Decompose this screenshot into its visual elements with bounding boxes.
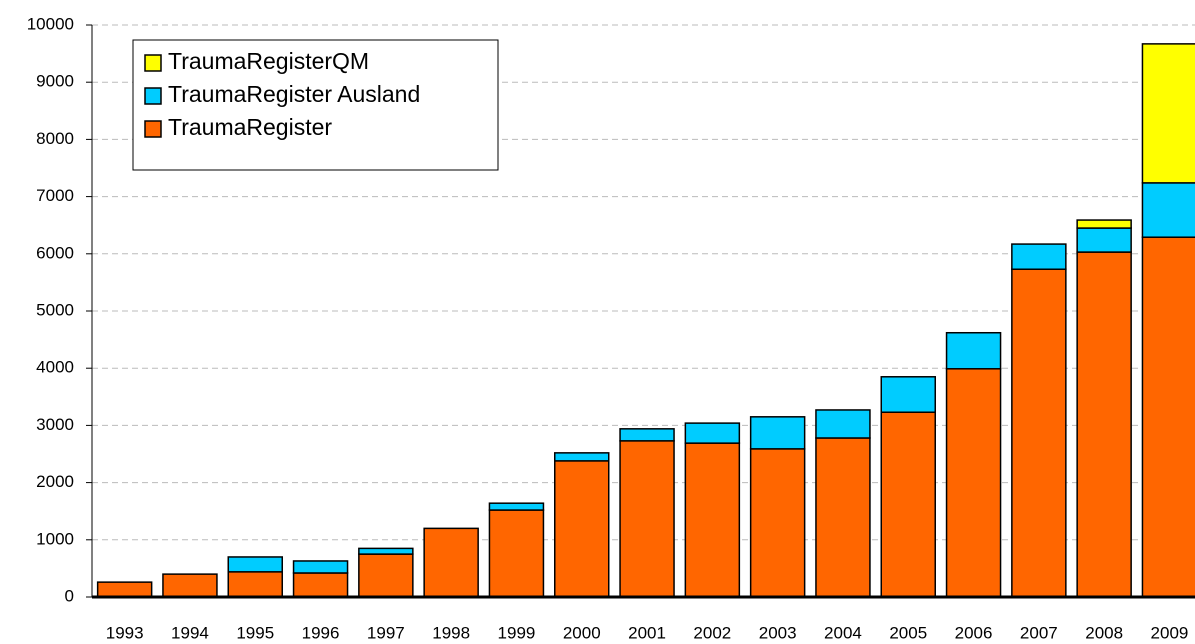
y-tick-label: 4000 bbox=[36, 358, 74, 377]
bar-segment bbox=[1141, 43, 1195, 184]
x-tick-label: 1998 bbox=[432, 623, 470, 642]
y-tick-label: 3000 bbox=[36, 415, 74, 434]
y-tick-label: 6000 bbox=[36, 243, 74, 262]
bar-segment bbox=[1141, 182, 1195, 238]
y-tick-label: 1000 bbox=[36, 529, 74, 548]
bar-segment bbox=[227, 556, 283, 573]
bar-segment bbox=[554, 460, 610, 598]
y-tick-label: 2000 bbox=[36, 472, 74, 491]
x-tick-label: 1994 bbox=[171, 623, 209, 642]
bar-segment bbox=[749, 448, 806, 598]
bar-segment bbox=[880, 411, 936, 598]
bar-segment bbox=[945, 331, 1002, 370]
legend-label: TraumaRegister bbox=[168, 114, 332, 140]
legend-box bbox=[132, 39, 499, 171]
x-tick-label: 2002 bbox=[693, 623, 731, 642]
legend-swatch bbox=[144, 87, 162, 105]
bar-segment bbox=[554, 452, 610, 462]
x-tick-label: 1996 bbox=[302, 623, 340, 642]
bar-segment bbox=[488, 509, 545, 598]
bar-segment bbox=[423, 527, 479, 598]
bar-segment bbox=[945, 368, 1002, 598]
x-tick-label: 2009 bbox=[1151, 623, 1189, 642]
x-tick-label: 1999 bbox=[498, 623, 536, 642]
bar-segment bbox=[292, 560, 349, 574]
x-tick-label: 1997 bbox=[367, 623, 405, 642]
x-tick-label: 1993 bbox=[106, 623, 144, 642]
x-tick-label: 2007 bbox=[1020, 623, 1058, 642]
bar-segment bbox=[1076, 227, 1132, 253]
x-tick-label: 2000 bbox=[563, 623, 601, 642]
bar-segment bbox=[358, 553, 414, 598]
bar-segment bbox=[358, 547, 414, 555]
x-tick-label: 2006 bbox=[955, 623, 993, 642]
y-tick-label: 5000 bbox=[36, 300, 74, 319]
y-tick-label: 9000 bbox=[36, 72, 74, 91]
bar-segment bbox=[96, 581, 153, 598]
x-tick-label: 2005 bbox=[889, 623, 927, 642]
bar-segment bbox=[1011, 268, 1067, 598]
bar-segment bbox=[619, 440, 675, 598]
bar-segment bbox=[292, 572, 349, 598]
legend-swatch bbox=[144, 54, 162, 72]
bar-segment bbox=[1076, 251, 1132, 598]
bar-segment bbox=[1141, 236, 1195, 598]
legend-label: TraumaRegisterQM bbox=[168, 48, 369, 74]
y-tick-label: 8000 bbox=[36, 129, 74, 148]
bar-segment bbox=[815, 437, 871, 598]
bar-segment bbox=[1011, 243, 1067, 270]
x-tick-label: 2003 bbox=[759, 623, 797, 642]
bar-segment bbox=[227, 571, 283, 598]
bar-segment bbox=[684, 422, 741, 444]
bar-segment bbox=[619, 428, 675, 442]
bar-segment bbox=[684, 442, 741, 598]
x-tick-label: 1995 bbox=[236, 623, 274, 642]
legend-swatch bbox=[144, 120, 162, 138]
bar-segment bbox=[488, 502, 545, 511]
bar-segment bbox=[880, 376, 936, 413]
x-tick-label: 2004 bbox=[824, 623, 862, 642]
x-tick-label: 2008 bbox=[1085, 623, 1123, 642]
bar-segment bbox=[1076, 219, 1132, 229]
x-tick-label: 2001 bbox=[628, 623, 666, 642]
legend-label: TraumaRegister Ausland bbox=[168, 81, 420, 107]
bar-segment bbox=[815, 409, 871, 439]
y-tick-label: 0 bbox=[65, 586, 74, 605]
legend: TraumaRegisterQM TraumaRegister Ausland Tr… bbox=[132, 39, 499, 171]
bar-segment bbox=[162, 573, 218, 598]
y-tick-label: 10000 bbox=[27, 14, 74, 33]
y-tick-label: 7000 bbox=[36, 186, 74, 205]
bar-segment bbox=[749, 416, 806, 450]
